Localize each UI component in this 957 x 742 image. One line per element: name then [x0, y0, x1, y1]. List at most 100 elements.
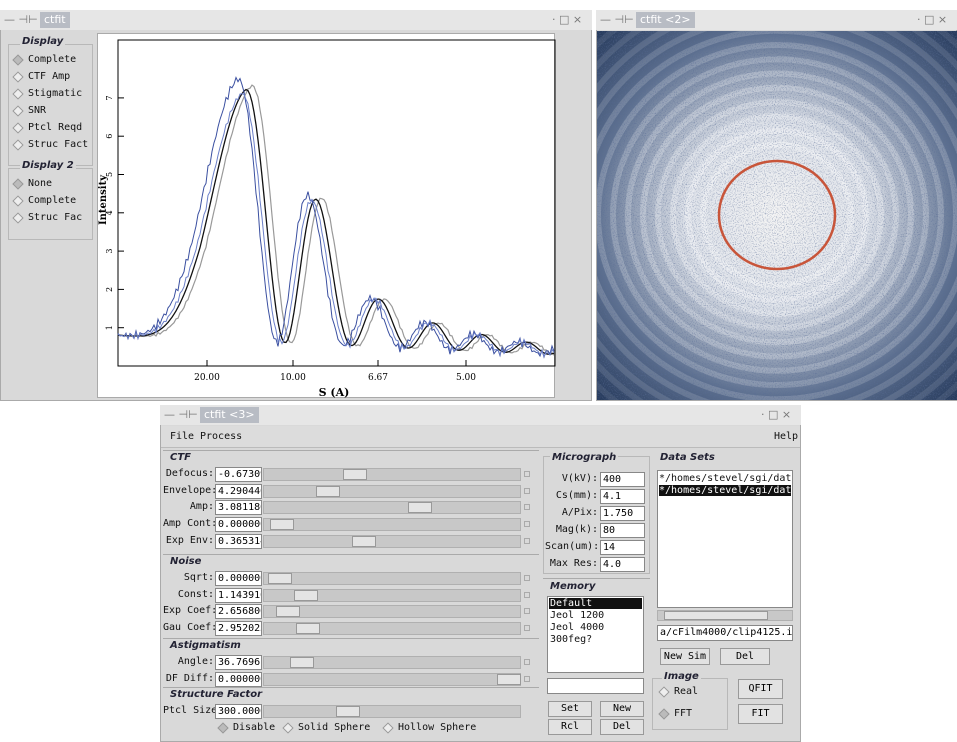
- radio-label[interactable]: Disable: [233, 722, 275, 733]
- field-entry[interactable]: 0.000000: [215, 672, 262, 687]
- slider-thumb[interactable]: [268, 573, 292, 584]
- radio-label[interactable]: Ptcl Reqd: [28, 122, 82, 133]
- group-title: Image: [662, 671, 701, 682]
- slider-trough[interactable]: [263, 468, 521, 481]
- slider-thumb[interactable]: [408, 502, 432, 513]
- slider-thumb[interactable]: [294, 590, 318, 601]
- field-entry[interactable]: 0.000000: [215, 517, 262, 532]
- radio-label[interactable]: Struc Fac: [28, 212, 82, 223]
- slider-trough[interactable]: [263, 605, 521, 618]
- slider-trough[interactable]: [263, 518, 521, 531]
- toggle[interactable]: [524, 471, 530, 477]
- menu-item[interactable]: Process: [200, 431, 242, 442]
- field-entry[interactable]: 2.656800: [215, 604, 262, 619]
- menu-item[interactable]: File: [170, 431, 194, 442]
- group-title: Micrograph: [550, 452, 618, 463]
- button[interactable]: Set: [548, 701, 592, 717]
- group-title: Display 2: [20, 160, 76, 171]
- title-bar: [0, 10, 592, 30]
- group-title: Display: [20, 36, 65, 47]
- radio-label[interactable]: SNR: [28, 105, 46, 116]
- slider-thumb[interactable]: [290, 657, 314, 668]
- button[interactable]: New: [600, 701, 644, 717]
- field-entry[interactable]: 400: [600, 472, 645, 487]
- scroll-thumb[interactable]: [664, 611, 768, 620]
- field-entry[interactable]: 80: [600, 523, 645, 538]
- slider-thumb[interactable]: [336, 706, 360, 717]
- field-entry[interactable]: 0.000000: [215, 571, 262, 586]
- slider-trough[interactable]: [263, 572, 521, 585]
- field-entry[interactable]: 4.1: [600, 489, 645, 504]
- radio-label[interactable]: Complete: [28, 54, 76, 65]
- window-controls: · □ ×: [761, 405, 791, 425]
- toggle[interactable]: [524, 488, 530, 494]
- toggle[interactable]: [524, 592, 530, 598]
- toggle[interactable]: [524, 676, 530, 682]
- slider-trough[interactable]: [263, 673, 521, 686]
- slider-thumb[interactable]: [352, 536, 376, 547]
- radio-label[interactable]: Solid Sphere: [298, 722, 370, 733]
- radio-label[interactable]: Struc Fact: [28, 139, 88, 150]
- toggle[interactable]: [524, 608, 530, 614]
- slider-trough[interactable]: [263, 485, 521, 498]
- section-header: Noise: [170, 556, 201, 567]
- field-entry[interactable]: -0.67309: [215, 467, 262, 482]
- radio-label[interactable]: Real: [674, 686, 698, 697]
- slider-thumb[interactable]: [497, 674, 521, 685]
- slider-thumb[interactable]: [316, 486, 340, 497]
- field-entry[interactable]: 4.0: [600, 557, 645, 572]
- field-entry[interactable]: 1.143910: [215, 588, 262, 603]
- radio-label[interactable]: Stigmatic: [28, 88, 82, 99]
- field-entry[interactable]: 0.365314: [215, 534, 262, 549]
- button[interactable]: FIT: [738, 704, 783, 724]
- list-item[interactable]: Default: [549, 598, 642, 609]
- toggle[interactable]: [524, 521, 530, 527]
- toggle[interactable]: [524, 538, 530, 544]
- separator: [163, 687, 539, 688]
- slider-trough[interactable]: [263, 535, 521, 548]
- radio-label[interactable]: None: [28, 178, 52, 189]
- list-item[interactable]: Jeol 1200: [549, 610, 642, 621]
- field-entry[interactable]: 2.952025: [215, 621, 262, 636]
- slider-thumb[interactable]: [296, 623, 320, 634]
- slider-thumb[interactable]: [343, 469, 367, 480]
- radio-label[interactable]: Hollow Sphere: [398, 722, 476, 733]
- field-entry[interactable]: 1.750: [600, 506, 645, 521]
- window-title: ctfit: [40, 12, 70, 28]
- slider-trough[interactable]: [263, 705, 521, 718]
- button[interactable]: Del: [600, 719, 644, 735]
- slider-trough[interactable]: [263, 501, 521, 514]
- field-entry[interactable]: 3.081180: [215, 500, 262, 515]
- button[interactable]: New Sim: [660, 648, 710, 665]
- entry[interactable]: [547, 678, 644, 694]
- field-label: Envelope:: [163, 485, 214, 496]
- button[interactable]: Rcl: [548, 719, 592, 735]
- field-label: DF Diff:: [163, 673, 214, 684]
- field-label: Angle:: [163, 656, 214, 667]
- radio-label[interactable]: FFT: [674, 708, 692, 719]
- list-item[interactable]: Jeol 4000: [549, 622, 642, 633]
- toggle[interactable]: [524, 659, 530, 665]
- field-entry[interactable]: 300.0000: [215, 704, 262, 719]
- field-entry[interactable]: 36.76961: [215, 655, 262, 670]
- radio-label[interactable]: Complete: [28, 195, 76, 206]
- path-entry[interactable]: a/cFilm4000/clip4125.img: [657, 625, 793, 641]
- toggle[interactable]: [524, 625, 530, 631]
- page: — ⊣⊢ctfit· □ ×DisplayCompleteCTF AmpStig…: [0, 0, 957, 742]
- radio-label[interactable]: CTF Amp: [28, 71, 70, 82]
- slider-thumb[interactable]: [276, 606, 300, 617]
- window: [596, 10, 957, 401]
- field-entry[interactable]: 14: [600, 540, 645, 555]
- field-entry[interactable]: 4.290440: [215, 484, 262, 499]
- menu-item[interactable]: Help: [774, 431, 798, 442]
- group-title: Data Sets: [660, 452, 715, 463]
- toggle[interactable]: [524, 504, 530, 510]
- button[interactable]: Del: [720, 648, 770, 665]
- list-item[interactable]: 300feg?: [549, 634, 642, 645]
- slider-thumb[interactable]: [270, 519, 294, 530]
- toggle[interactable]: [524, 575, 530, 581]
- window-title: ctfit <3>: [200, 407, 259, 423]
- button[interactable]: QFIT: [738, 679, 783, 699]
